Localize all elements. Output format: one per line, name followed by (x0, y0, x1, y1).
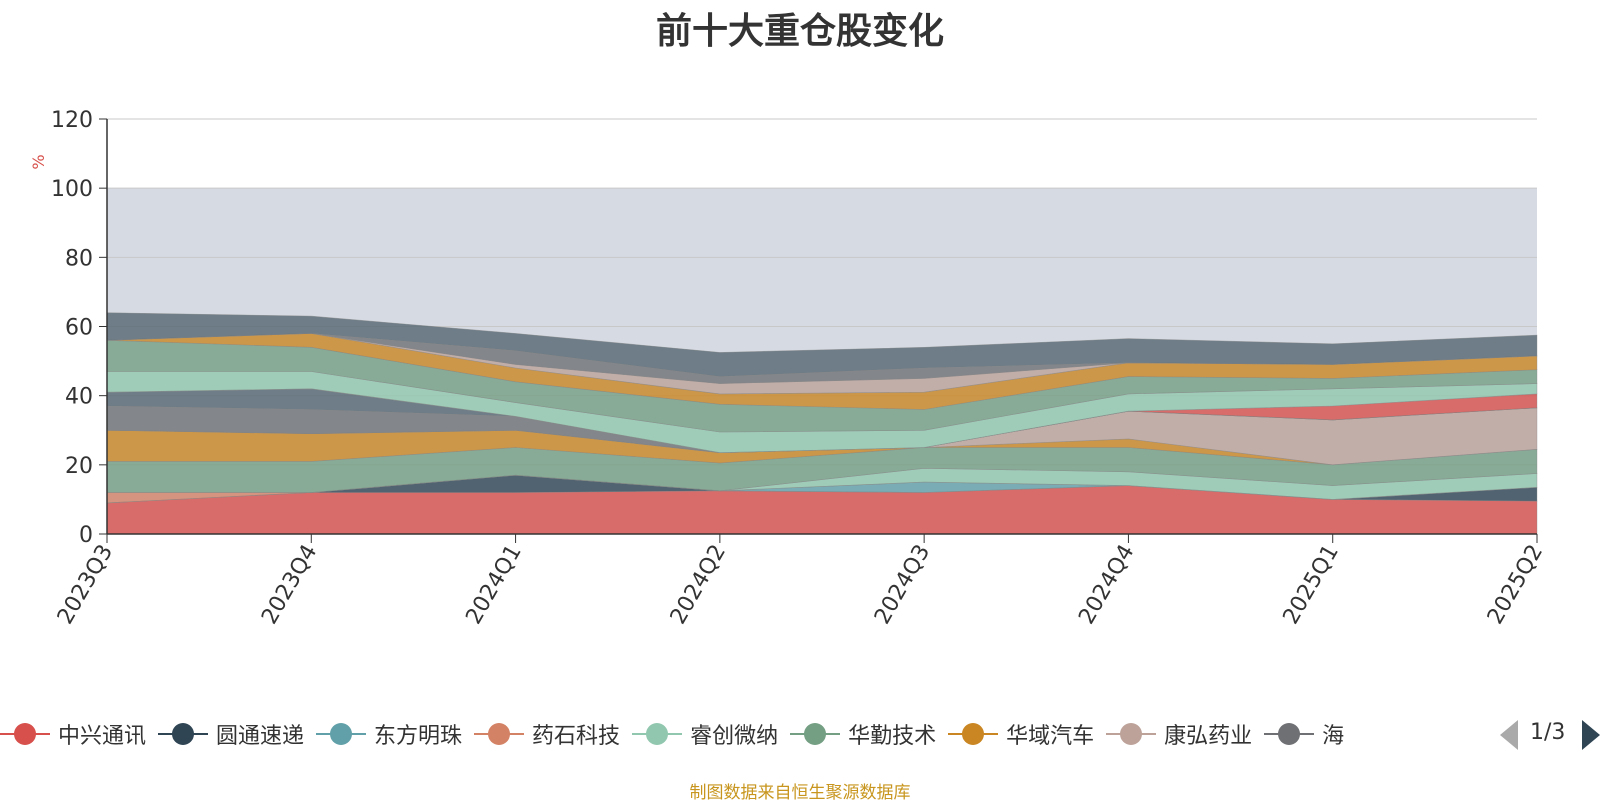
source-note: 制图数据来自恒生聚源数据库 (689, 783, 911, 803)
chart-title: 前十大重仓股变化 (655, 11, 944, 52)
legend-label: 中兴通讯 (58, 724, 147, 749)
legend-label: 圆通速递 (216, 724, 305, 749)
x-tick-label: 2024Q2 (666, 541, 731, 629)
circle-line-icon (790, 722, 841, 746)
y-axis-label: % (29, 154, 48, 169)
x-tick-label: 2024Q3 (870, 541, 935, 629)
legend-prev-page-icon[interactable] (1500, 720, 1518, 750)
circle-line-icon (1264, 722, 1315, 746)
y-tick-label: 0 (79, 523, 93, 548)
legend-label: 康弘药业 (1164, 724, 1253, 749)
legend-next-page-icon[interactable] (1582, 720, 1600, 750)
legend-pager: 1/3 (1500, 718, 1600, 752)
x-tick-label: 2024Q4 (1074, 541, 1139, 629)
legend-label: 华勤技术 (848, 724, 937, 749)
legend-label: 华域汽车 (1006, 724, 1095, 749)
legend-item[interactable]: 药石科技 (474, 712, 620, 756)
legend-item[interactable]: 华域汽车 (948, 712, 1094, 756)
circle-line-icon (158, 722, 209, 746)
circle-line-icon (316, 722, 367, 746)
x-tick-label: 2024Q1 (461, 541, 526, 629)
x-tick-label: 2023Q4 (257, 541, 322, 629)
legend-item[interactable]: 东方明珠 (316, 712, 462, 756)
area-series-18 (106, 312, 1538, 377)
y-tick-label: 80 (65, 246, 93, 271)
legend-label: 海 (1322, 724, 1345, 749)
legend-item[interactable]: 中兴通讯 (0, 712, 146, 756)
legend-item[interactable]: 海 (1264, 712, 1344, 756)
legend-label: 睿创微纳 (690, 724, 779, 749)
x-tick-label: 2023Q3 (53, 541, 118, 629)
legend-item[interactable]: 睿创微纳 (632, 712, 778, 756)
y-tick-label: 120 (51, 108, 93, 133)
y-tick-label: 40 (65, 385, 93, 410)
circle-line-icon (0, 722, 50, 746)
y-tick-label: 100 (51, 177, 93, 202)
legend-label: 东方明珠 (374, 724, 463, 749)
x-tick-label: 2025Q2 (1483, 541, 1548, 629)
circle-line-icon (632, 722, 683, 746)
y-tick-label: 60 (65, 316, 93, 341)
legend-item[interactable]: 康弘药业 (1106, 712, 1252, 756)
legend-label: 药石科技 (532, 724, 621, 749)
x-tick-label: 2025Q1 (1279, 541, 1344, 629)
circle-line-icon (1106, 722, 1157, 746)
legend-item[interactable]: 华勤技术 (790, 712, 936, 756)
circle-line-icon (948, 722, 999, 746)
legend-item[interactable]: 圆通速递 (158, 712, 304, 756)
legend-page-indicator: 1/3 (1530, 720, 1566, 745)
circle-line-icon (474, 722, 525, 746)
y-tick-label: 20 (65, 454, 93, 479)
legend: 中兴通讯 圆通速递 东方明珠 药石科技 睿创微纳 华勤技术 华域汽车 康弘药业 海 (0, 712, 1470, 756)
